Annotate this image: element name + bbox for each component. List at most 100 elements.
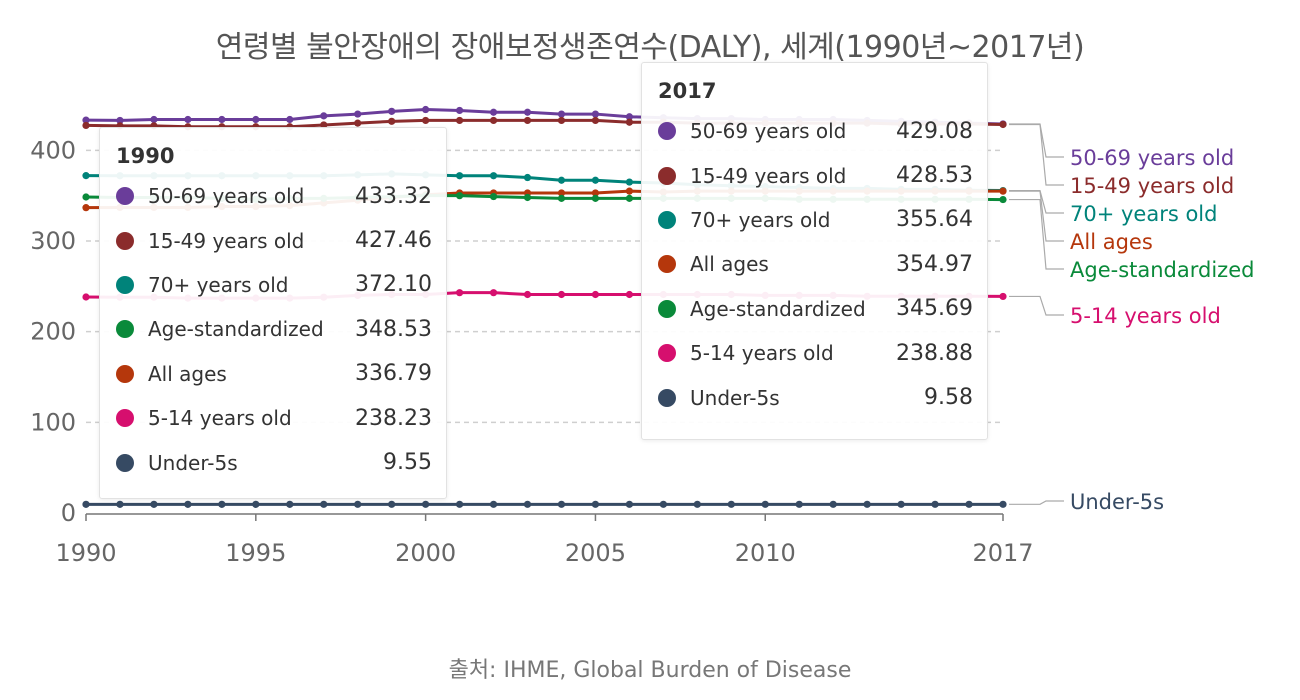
data-point bbox=[184, 115, 192, 124]
tooltip-value: 345.69 bbox=[896, 296, 973, 322]
data-point bbox=[388, 117, 396, 125]
tooltip-row: All ages 336.79 bbox=[116, 352, 432, 396]
data-point bbox=[557, 189, 566, 197]
data-point bbox=[354, 119, 362, 127]
tooltip-row: 15-49 years old 428.53 bbox=[658, 153, 973, 197]
data-point bbox=[965, 500, 973, 508]
end-labels: 50-69 years old 15-49 years old 70+ years … bbox=[1009, 123, 1254, 514]
data-point bbox=[388, 107, 396, 115]
data-point bbox=[625, 500, 634, 508]
tooltip-label: 50-69 years old bbox=[148, 184, 305, 209]
end-label: 5-14 years old bbox=[1070, 304, 1221, 328]
tooltip-value: 238.88 bbox=[896, 340, 973, 366]
y-tick-label: 100 bbox=[30, 408, 76, 436]
end-label: 50-69 years old bbox=[1070, 146, 1234, 170]
end-label-connector bbox=[1009, 295, 1064, 316]
data-point bbox=[116, 116, 124, 125]
end-label-connector bbox=[1009, 190, 1064, 242]
tooltip-value: 354.97 bbox=[896, 251, 973, 277]
data-point bbox=[422, 500, 430, 508]
data-point bbox=[320, 121, 328, 129]
tooltip-row: 15-49 years old 427.46 bbox=[116, 218, 432, 262]
data-point bbox=[286, 115, 294, 124]
legend-dot-icon bbox=[658, 255, 676, 274]
data-point bbox=[489, 108, 498, 116]
data-point bbox=[557, 290, 566, 299]
data-point bbox=[455, 116, 464, 125]
legend-dot-icon bbox=[116, 275, 134, 294]
legend-dot-icon bbox=[658, 344, 676, 363]
data-point bbox=[625, 194, 634, 202]
data-point bbox=[82, 172, 90, 180]
tooltip-row: 70+ years old 372.10 bbox=[116, 263, 432, 307]
y-tick-label: 0 bbox=[61, 499, 76, 527]
data-point bbox=[523, 193, 532, 202]
legend-dot-icon bbox=[116, 364, 134, 383]
tooltip-value: 429.08 bbox=[896, 118, 973, 144]
data-point bbox=[286, 500, 294, 508]
chart-title: 연령별 불안장애의 장애보정생존연수(DALY), 세계(1990년~2017년… bbox=[215, 30, 1085, 65]
data-point bbox=[557, 500, 566, 508]
end-label-connector bbox=[1009, 123, 1064, 186]
legend-dot-icon bbox=[658, 166, 676, 185]
tooltip-label: Under-5s bbox=[690, 385, 780, 410]
data-point bbox=[625, 113, 634, 121]
tooltip-label: 70+ years old bbox=[148, 272, 289, 297]
data-point bbox=[999, 500, 1007, 508]
y-tick-label: 300 bbox=[30, 227, 76, 255]
x-tick-label: 2005 bbox=[565, 539, 626, 567]
data-point bbox=[82, 204, 90, 212]
tooltip-value: 9.58 bbox=[924, 385, 973, 411]
data-point bbox=[388, 500, 396, 508]
data-point bbox=[82, 121, 90, 130]
tooltip-label: 5-14 years old bbox=[148, 406, 292, 431]
tooltip-label: Under-5s bbox=[148, 450, 238, 475]
data-point bbox=[761, 500, 769, 508]
tooltip-row: Age-standardized 345.69 bbox=[658, 287, 973, 331]
axes: 0 100 200 300 400 1990 1995 2000 2005 2010 2017 bbox=[30, 136, 1033, 567]
data-point bbox=[693, 500, 701, 508]
data-point bbox=[116, 500, 124, 508]
x-tick-label: 2000 bbox=[395, 539, 456, 567]
data-point bbox=[829, 500, 837, 508]
data-point bbox=[354, 110, 362, 118]
tooltip-value: 355.64 bbox=[896, 207, 973, 233]
tooltip-label: All ages bbox=[148, 361, 227, 386]
tooltip-label: All ages bbox=[690, 252, 769, 277]
tooltip-label: 15-49 years old bbox=[148, 228, 305, 253]
x-tick-label: 2010 bbox=[735, 539, 796, 567]
data-point bbox=[591, 189, 600, 197]
data-point bbox=[999, 187, 1007, 195]
tooltip-value: 427.46 bbox=[355, 228, 432, 254]
data-point bbox=[523, 108, 532, 116]
tooltip-label: 70+ years old bbox=[690, 207, 831, 232]
data-point bbox=[625, 118, 634, 126]
tooltip-row: 5-14 years old 238.23 bbox=[116, 396, 432, 440]
tooltip-row: Age-standardized 348.53 bbox=[116, 307, 432, 351]
data-point bbox=[320, 112, 328, 120]
tooltip-row: 70+ years old 355.64 bbox=[658, 198, 973, 242]
data-point bbox=[82, 116, 90, 124]
legend-dot-icon bbox=[116, 409, 134, 428]
data-point bbox=[489, 500, 498, 508]
tooltip-label: 50-69 years old bbox=[690, 119, 847, 144]
data-point bbox=[931, 500, 939, 508]
data-point bbox=[523, 173, 532, 182]
data-point bbox=[625, 187, 634, 195]
end-label-connector bbox=[1009, 189, 1064, 214]
data-point bbox=[523, 500, 532, 508]
tooltip-value: 238.23 bbox=[355, 405, 432, 431]
data-point bbox=[82, 193, 90, 201]
tooltip-row: All ages 354.97 bbox=[658, 242, 973, 286]
data-point bbox=[82, 293, 90, 301]
data-point bbox=[489, 116, 498, 125]
data-point bbox=[897, 500, 905, 508]
data-point bbox=[999, 120, 1007, 129]
tooltip-value: 348.53 bbox=[355, 316, 432, 342]
end-label-connector bbox=[1009, 123, 1064, 158]
data-point bbox=[218, 115, 226, 124]
end-label: 70+ years old bbox=[1070, 202, 1217, 226]
data-point bbox=[422, 116, 430, 125]
tooltip-year: 2017 bbox=[658, 79, 717, 103]
data-point bbox=[150, 500, 158, 508]
